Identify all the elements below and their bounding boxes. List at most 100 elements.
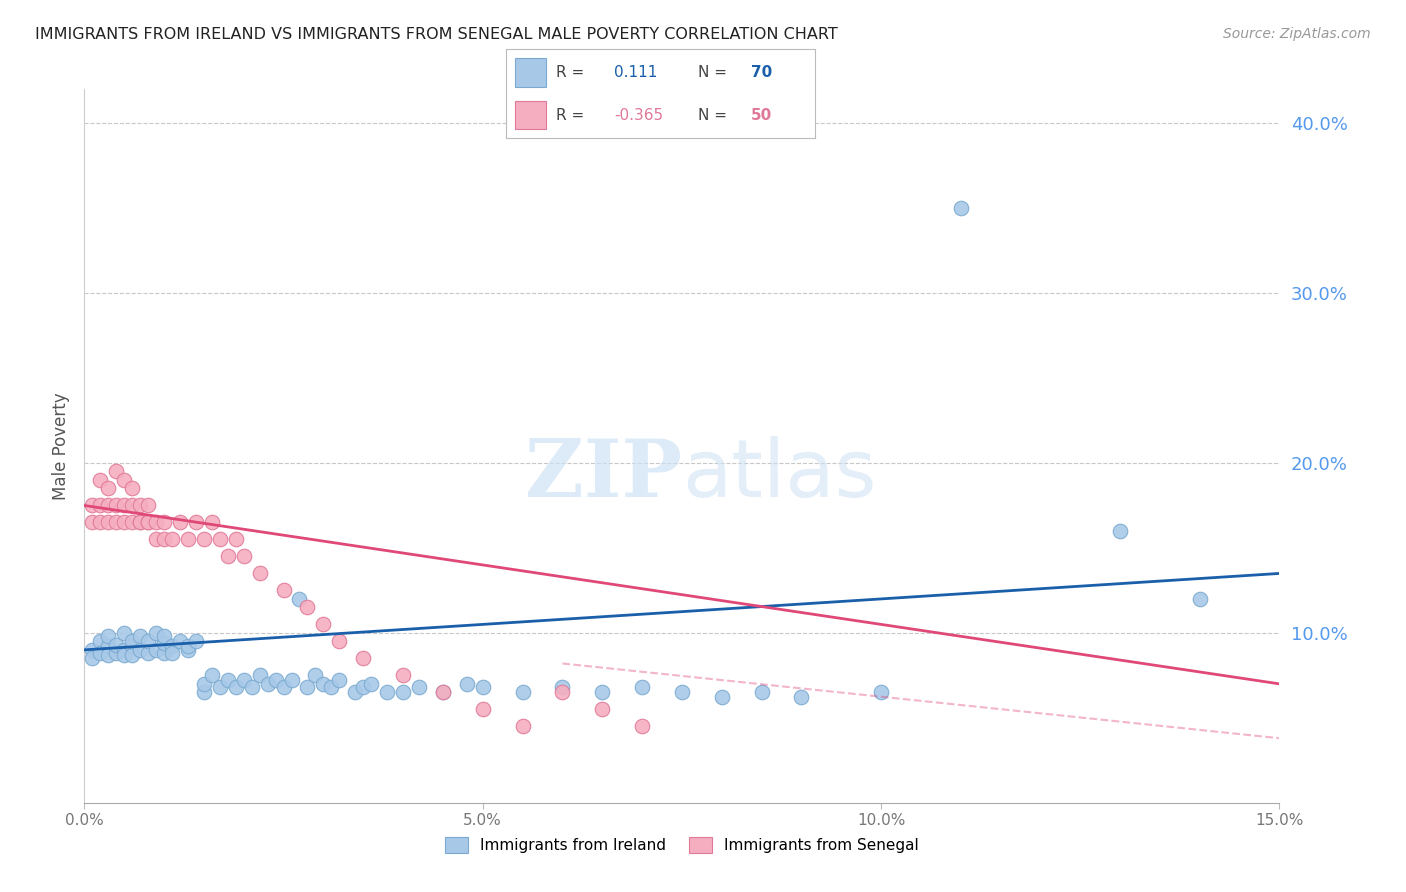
Point: [512, 685, 534, 699]
Point: [392, 668, 415, 682]
Point: [97, 516, 120, 530]
Point: [112, 648, 135, 662]
Point: [751, 685, 773, 699]
Point: [551, 685, 574, 699]
Text: N =: N =: [697, 108, 727, 122]
Point: [89, 473, 111, 487]
Point: [232, 673, 254, 688]
Point: [121, 482, 143, 496]
Point: [280, 673, 302, 688]
Point: [949, 201, 972, 215]
Point: [456, 677, 478, 691]
Point: [551, 680, 574, 694]
Text: IMMIGRANTS FROM IRELAND VS IMMIGRANTS FROM SENEGAL MALE POVERTY CORRELATION CHAR: IMMIGRANTS FROM IRELAND VS IMMIGRANTS FR…: [35, 27, 838, 42]
Point: [105, 638, 128, 652]
Point: [288, 591, 311, 606]
Point: [432, 685, 454, 699]
Point: [297, 600, 319, 615]
Point: [273, 680, 295, 694]
Point: [249, 566, 271, 581]
Point: [273, 583, 295, 598]
Point: [321, 680, 343, 694]
Point: [870, 685, 893, 699]
Text: 50: 50: [751, 108, 772, 122]
Point: [129, 516, 152, 530]
Point: [121, 634, 143, 648]
Point: [105, 646, 128, 660]
Point: [129, 516, 152, 530]
Point: [121, 516, 143, 530]
Point: [312, 677, 335, 691]
Point: [82, 499, 104, 513]
Point: [121, 640, 143, 654]
Point: [177, 533, 200, 547]
Point: [790, 690, 813, 705]
Point: [136, 646, 159, 660]
Point: [352, 651, 374, 665]
Point: [352, 680, 374, 694]
Point: [208, 533, 231, 547]
Point: [1188, 591, 1211, 606]
Point: [328, 634, 350, 648]
Point: [328, 673, 350, 688]
Text: R =: R =: [555, 108, 583, 122]
Point: [136, 634, 159, 648]
Point: [89, 499, 111, 513]
Text: 0.111: 0.111: [614, 65, 658, 79]
Point: [105, 499, 128, 513]
Point: [240, 680, 263, 694]
Point: [160, 533, 183, 547]
Point: [256, 677, 278, 691]
Point: [169, 634, 191, 648]
Point: [177, 640, 200, 654]
Point: [136, 516, 159, 530]
Point: [89, 646, 111, 660]
Point: [217, 549, 239, 564]
Point: [264, 673, 287, 688]
Point: [97, 648, 120, 662]
Point: [471, 702, 494, 716]
Point: [160, 646, 183, 660]
Bar: [516, 101, 547, 129]
Point: [82, 643, 104, 657]
Point: [512, 719, 534, 733]
Point: [82, 516, 104, 530]
Point: [145, 516, 167, 530]
Point: [97, 640, 120, 654]
Point: [392, 685, 415, 699]
Point: [97, 629, 120, 643]
Point: [471, 680, 494, 694]
Point: [193, 677, 215, 691]
Text: -0.365: -0.365: [614, 108, 664, 122]
Point: [89, 634, 111, 648]
Point: [112, 626, 135, 640]
Point: [408, 680, 430, 694]
Point: [304, 668, 326, 682]
Point: [360, 677, 382, 691]
Point: [89, 516, 111, 530]
Point: [160, 640, 183, 654]
Point: [145, 533, 167, 547]
Point: [193, 685, 215, 699]
Point: [121, 499, 143, 513]
Point: [184, 634, 207, 648]
Point: [82, 651, 104, 665]
Point: [112, 516, 135, 530]
Point: [297, 680, 319, 694]
Point: [208, 680, 231, 694]
Y-axis label: Male Poverty: Male Poverty: [52, 392, 70, 500]
Point: [1109, 524, 1132, 538]
Point: [312, 617, 335, 632]
Point: [136, 499, 159, 513]
Point: [169, 516, 191, 530]
Point: [105, 516, 128, 530]
Text: atlas: atlas: [682, 435, 876, 514]
Point: [184, 516, 207, 530]
Point: [591, 702, 613, 716]
Point: [145, 626, 167, 640]
Point: [129, 643, 152, 657]
Point: [201, 668, 224, 682]
Point: [225, 533, 247, 547]
Point: [591, 685, 613, 699]
Point: [153, 516, 176, 530]
